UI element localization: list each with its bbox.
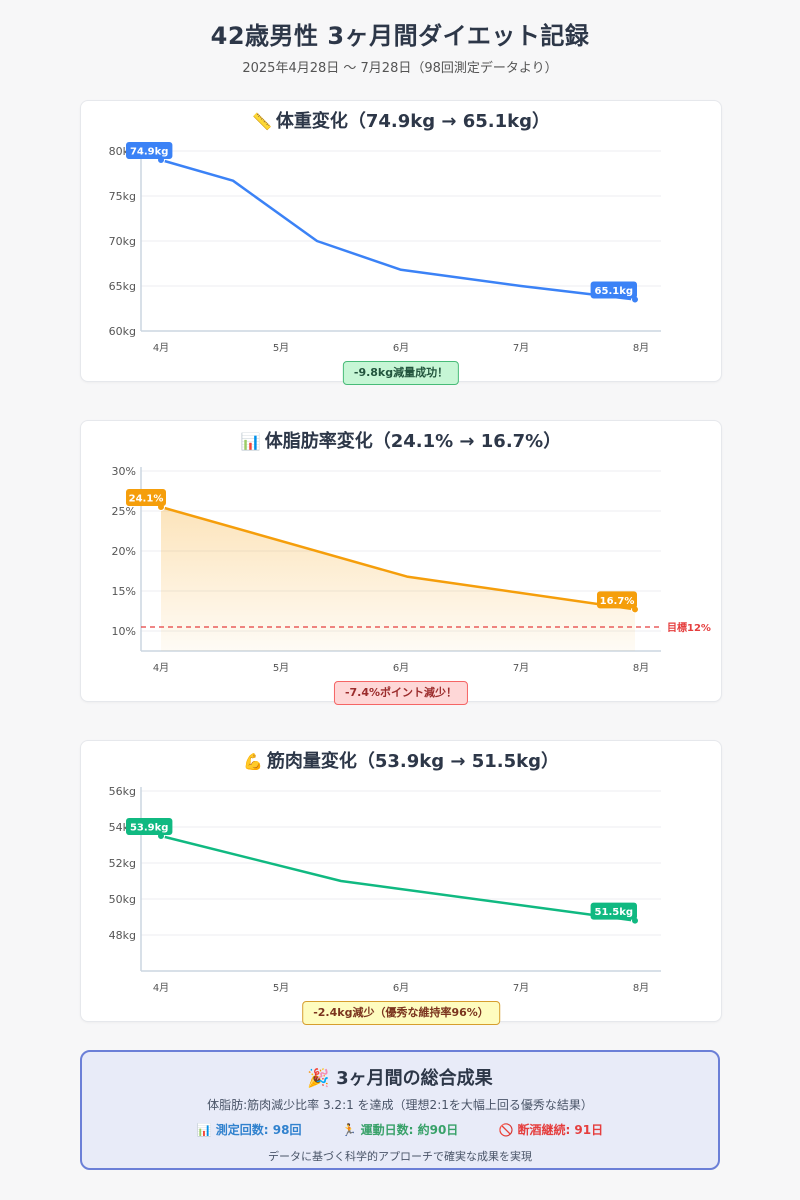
stat-exercise-text: 運動日数: 約90日 [360, 1123, 459, 1137]
end-label-box [597, 591, 637, 609]
weight-result-badge: -9.8kg減量成功！ [342, 361, 460, 385]
page-title: 42歳男性 3ヶ月間ダイエット記録 [210, 22, 590, 50]
chart-icon: 📊 [196, 1123, 212, 1137]
x-tick-label: 8月 [633, 982, 649, 994]
chart-icon: 📊 [240, 432, 261, 451]
muscle-title-text: 筋肉量変化（53.9kg → 51.5kg） [266, 751, 560, 772]
muscle-card-title: 💪 筋肉量変化（53.9kg → 51.5kg） [81, 747, 721, 773]
y-tick-label: 56kg [109, 785, 136, 798]
stat-sobriety-text: 断酒継続: 91日 [517, 1123, 604, 1137]
x-tick-label: 7月 [513, 342, 529, 354]
x-tick-label: 4月 [153, 662, 169, 674]
x-tick-label: 6月 [393, 982, 409, 994]
summary-stats: 📊 測定回数: 98回 🏃 運動日数: 約90日 🚫 断酒継続: 91日 [82, 1121, 718, 1138]
bodyfat-title-text: 体脂肪率変化（24.1% → 16.7%） [264, 431, 562, 452]
muscle-card: 48kg 50kg 52kg 54kg 56kg 4月 5月 6月 7月 8月 53.9kg 51.5… [80, 740, 722, 1025]
y-tick-label: 10% [112, 625, 136, 638]
series-line [160, 505, 636, 611]
stat-exercise: 🏃 運動日数: 約90日 [342, 1121, 459, 1138]
ruler-icon: 📏 [251, 112, 272, 131]
x-tick-label: 5月 [273, 662, 289, 674]
page-subtitle: 2025年4月28日 〜 7月28日（98回測定データより） [242, 61, 558, 76]
x-tick-label: 7月 [513, 662, 529, 674]
start-label-box [126, 142, 173, 159]
area-fill [161, 507, 635, 651]
y-tick-label: 75kg [109, 190, 136, 203]
series-line [160, 158, 636, 301]
x-tick-label: 6月 [393, 342, 409, 354]
end-value-label: 16.7% [600, 596, 635, 607]
prohibited-icon: 🚫 [498, 1123, 514, 1137]
series-line [160, 834, 636, 922]
y-tick-label: 70kg [109, 235, 136, 248]
stat-measurements-text: 測定回数: 98回 [215, 1123, 302, 1137]
summary-title: 🎉 3ヶ月間の総合成果 [82, 1064, 718, 1090]
bodyfat-card: 10% 15% 20% 25% 30% 4月 5月 6月 7月 8月 目標12% 24.1% 16.7%… [80, 420, 722, 705]
summary-title-text: 3ヶ月間の総合成果 [336, 1068, 493, 1089]
weight-card-title: 📏 体重変化（74.9kg → 65.1kg） [81, 107, 721, 133]
stat-sobriety: 🚫 断酒継続: 91日 [499, 1121, 604, 1138]
weight-card: 60kg 65kg 70kg 75kg 80kg 4月 5月 6月 7月 8月 74.9kg 65.1… [80, 100, 722, 385]
runner-icon: 🏃 [341, 1123, 357, 1137]
y-tick-label: 20% [112, 545, 136, 558]
x-tick-label: 4月 [153, 342, 169, 354]
start-label-box [126, 489, 166, 506]
summary-footer: データに基づく科学的アプローチで確実な成果を実現 [268, 1150, 532, 1163]
x-tick-label: 4月 [153, 982, 169, 994]
y-tick-label: 52kg [109, 857, 136, 870]
y-tick-label: 65kg [109, 280, 136, 293]
end-label-box [590, 281, 637, 299]
page-header: 42歳男性 3ヶ月間ダイエット記録 2025年4月28日 〜 7月28日（98回… [0, 0, 800, 76]
start-value-label: 74.9kg [130, 147, 168, 158]
bodyfat-card-title: 📊 体脂肪率変化（24.1% → 16.7%） [81, 427, 721, 453]
start-value-label: 24.1% [129, 494, 164, 505]
summary-box: 🎉 3ヶ月間の総合成果 体脂肪:筋肉減少比率 3.2:1 を達成（理想2:1を大… [80, 1050, 720, 1170]
y-tick-label: 30% [112, 465, 136, 478]
summary-text: 体脂肪:筋肉減少比率 3.2:1 を達成（理想2:1を大幅上回る優秀な結果） [207, 1098, 593, 1112]
muscle-icon: 💪 [242, 752, 263, 771]
weight-title-text: 体重変化（74.9kg → 65.1kg） [275, 111, 551, 132]
end-label-box [590, 902, 637, 920]
start-value-label: 53.9kg [130, 823, 168, 834]
y-tick-label: 60kg [109, 325, 136, 338]
x-tick-label: 5月 [273, 982, 289, 994]
bodyfat-chart: 10% 15% 20% 25% 30% 4月 5月 6月 7月 8月 目標12% 24.1% 16.7% [112, 465, 711, 674]
x-tick-label: 5月 [273, 342, 289, 354]
start-label-box [126, 818, 173, 835]
x-tick-label: 8月 [633, 342, 649, 354]
y-tick-label: 50kg [109, 893, 136, 906]
x-tick-label: 8月 [633, 662, 649, 674]
end-value-label: 65.1kg [595, 286, 633, 297]
muscle-result-badge: -2.4kg減少（優秀な維持率96%） [302, 1001, 500, 1025]
x-tick-label: 7月 [513, 982, 529, 994]
target-label: 目標12% [667, 621, 711, 634]
party-icon: 🎉 [307, 1068, 330, 1089]
y-tick-label: 48kg [109, 929, 136, 942]
x-tick-label: 6月 [393, 662, 409, 674]
stat-measurements: 📊 測定回数: 98回 [197, 1121, 302, 1138]
y-tick-label: 25% [112, 505, 136, 518]
end-value-label: 51.5kg [595, 907, 633, 918]
bodyfat-result-badge: -7.4%ポイント減少！ [333, 681, 469, 705]
y-tick-label: 15% [112, 585, 136, 598]
